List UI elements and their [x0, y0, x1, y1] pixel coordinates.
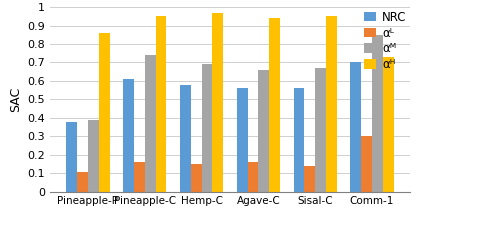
Bar: [248, 162, 258, 192]
Bar: [294, 88, 304, 192]
Bar: [123, 79, 134, 192]
Bar: [88, 120, 99, 192]
Bar: [145, 55, 156, 192]
Bar: [383, 57, 394, 192]
Bar: [237, 88, 248, 192]
Bar: [191, 164, 202, 192]
Legend: NRC, αᴸ, αᴹ, αᴴ: NRC, αᴸ, αᴹ, αᴴ: [362, 8, 409, 74]
Bar: [315, 68, 326, 192]
Bar: [180, 85, 191, 192]
Y-axis label: SAC: SAC: [9, 87, 22, 112]
Bar: [269, 18, 280, 192]
Bar: [66, 122, 77, 192]
Bar: [372, 35, 383, 192]
Bar: [202, 64, 212, 192]
Bar: [77, 172, 88, 192]
Bar: [156, 16, 166, 192]
Bar: [98, 33, 110, 192]
Bar: [361, 136, 372, 192]
Bar: [350, 62, 361, 192]
Bar: [134, 162, 145, 192]
Bar: [304, 166, 315, 192]
Bar: [212, 13, 223, 192]
Bar: [258, 70, 269, 192]
Bar: [326, 16, 337, 192]
